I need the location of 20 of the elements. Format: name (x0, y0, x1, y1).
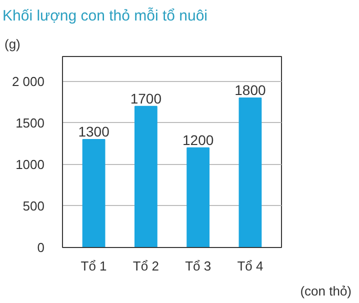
data-label: 1200 (182, 132, 214, 148)
chart-title: Khối lượng con thỏ mỗi tổ nuôi (2, 8, 208, 24)
x-axis-title: (con thỏ) (300, 284, 352, 298)
x-tick-label: Tổ 3 (185, 258, 212, 274)
y-tick-label: 1000 (16, 156, 44, 172)
bar (82, 139, 106, 248)
y-tick-label: 500 (22, 198, 45, 214)
data-label: 1300 (78, 124, 110, 140)
bar (186, 147, 210, 248)
x-tick-label: Tổ 4 (237, 258, 264, 274)
bar (134, 106, 158, 248)
y-tick-label: 0 (37, 240, 45, 255)
y-tick-label: 2 000 (12, 74, 45, 89)
y-axis-title: (g) (4, 36, 20, 52)
y-tick-label: 1500 (16, 115, 44, 130)
x-tick-label: Tổ 1 (80, 258, 107, 274)
bar (238, 98, 262, 248)
data-label: 1700 (130, 90, 162, 106)
x-tick-label: Tổ 2 (132, 258, 159, 274)
data-label: 1800 (234, 82, 266, 98)
